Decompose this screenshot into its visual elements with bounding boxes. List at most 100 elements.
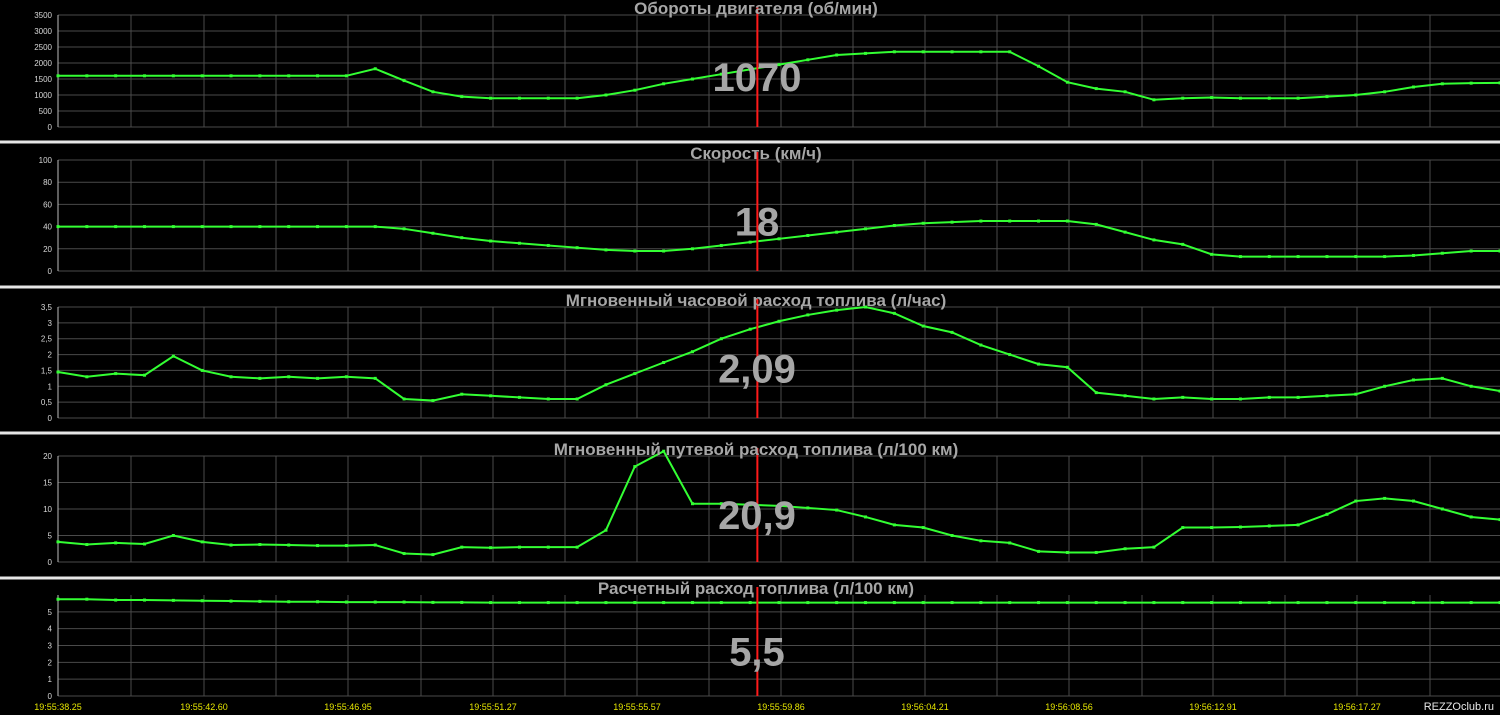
data-point (402, 600, 406, 604)
data-point (1354, 499, 1358, 503)
data-point (489, 546, 493, 550)
data-point (1469, 515, 1473, 519)
data-point (1383, 496, 1387, 500)
data-point (1123, 547, 1127, 551)
data-point (950, 534, 954, 537)
x-tick-label: 19:55:38.25 (34, 702, 82, 712)
data-point (1094, 391, 1098, 395)
data-point (633, 601, 637, 605)
value-readout: 2,09 (718, 348, 796, 392)
data-point (489, 394, 493, 398)
data-point (344, 544, 348, 548)
data-point (1123, 90, 1127, 94)
data-point (1210, 96, 1214, 100)
y-tick-label: 1000 (34, 91, 52, 100)
data-point (1238, 255, 1242, 259)
data-point (460, 545, 464, 549)
data-point (431, 231, 435, 235)
data-point (344, 600, 348, 604)
y-tick-label: 3 (48, 642, 53, 651)
data-point (777, 504, 781, 508)
data-point (604, 601, 608, 605)
data-point (892, 311, 896, 315)
data-point (979, 219, 983, 223)
y-tick-label: 5 (48, 608, 53, 617)
data-point (662, 361, 666, 364)
data-point (1296, 395, 1300, 399)
data-point (1498, 601, 1500, 605)
y-tick-label: 1 (48, 382, 53, 391)
data-point (633, 88, 637, 92)
data-point (1354, 93, 1358, 97)
data-point (719, 601, 723, 605)
data-point (229, 543, 233, 547)
data-point (517, 395, 521, 399)
data-point (1181, 601, 1185, 605)
data-point (864, 515, 868, 519)
panel-title: Мгновенный часовой расход топлива (л/час… (566, 291, 947, 310)
data-point (229, 599, 233, 603)
data-point (690, 350, 694, 354)
data-point (546, 243, 550, 247)
data-point (200, 225, 204, 229)
data-point (1411, 378, 1415, 382)
data-point (835, 230, 839, 234)
data-point (604, 383, 608, 387)
y-tick-label: 3,5 (41, 303, 53, 312)
data-point (864, 305, 868, 309)
watermark: REZZOclub.ru (1423, 701, 1494, 713)
panel-title: Обороты двигателя (об/мин) (634, 0, 878, 18)
data-point (575, 545, 579, 549)
y-tick-label: 3 (48, 319, 53, 328)
x-tick-label: 19:55:55.57 (613, 702, 661, 712)
y-tick-label: 40 (43, 223, 52, 232)
data-point (546, 545, 550, 549)
data-point (546, 397, 550, 401)
data-point (200, 540, 204, 544)
data-point (1296, 523, 1300, 527)
data-point (1498, 389, 1500, 393)
data-point (575, 96, 579, 100)
data-point (1181, 96, 1185, 100)
data-point (402, 552, 406, 556)
data-point (1238, 397, 1242, 401)
data-point (1440, 601, 1444, 605)
data-point (229, 225, 233, 229)
data-point (258, 543, 262, 547)
data-point (662, 249, 666, 253)
data-point (1296, 96, 1300, 100)
data-point (892, 601, 896, 605)
data-point (200, 599, 204, 603)
data-point (892, 50, 896, 54)
data-point (1123, 601, 1127, 605)
data-point (633, 249, 637, 253)
data-point (1498, 518, 1500, 522)
y-tick-label: 2000 (34, 59, 52, 68)
data-point (892, 523, 896, 527)
x-tick-label: 19:56:08.56 (1045, 702, 1093, 712)
chart-panel-2: 0 20 40 60 80 100 Скорость (км/ч) 18 (39, 144, 1500, 276)
data-point (1037, 219, 1041, 223)
data-point (748, 503, 752, 507)
data-point (1267, 601, 1271, 605)
x-tick-label: 19:55:46.95 (324, 702, 372, 712)
chart-panel-1: 0 500 1000 1500 2000 2500 3000 3500 Обороты двиг… (34, 0, 1500, 132)
data-point (748, 601, 752, 605)
data-point (258, 376, 262, 380)
x-tick-label: 19:56:17.27 (1333, 702, 1381, 712)
y-tick-label: 2500 (34, 43, 52, 52)
y-tick-label: 60 (43, 200, 52, 209)
data-point (1469, 384, 1473, 388)
data-point (1325, 601, 1329, 605)
data-point (921, 526, 925, 530)
y-tick-label: 1500 (34, 75, 52, 84)
data-point (806, 601, 810, 605)
data-point (1325, 512, 1329, 516)
chart-panel-4: 0 5 10 15 20 Мгновенный путевой расход топлив… (43, 440, 1500, 567)
y-tick-label: 0 (48, 123, 53, 132)
y-tick-label: 0,5 (41, 398, 53, 407)
data-point (1325, 95, 1329, 99)
y-tick-label: 3000 (34, 27, 52, 36)
data-point (1008, 353, 1012, 357)
data-point (316, 600, 320, 604)
